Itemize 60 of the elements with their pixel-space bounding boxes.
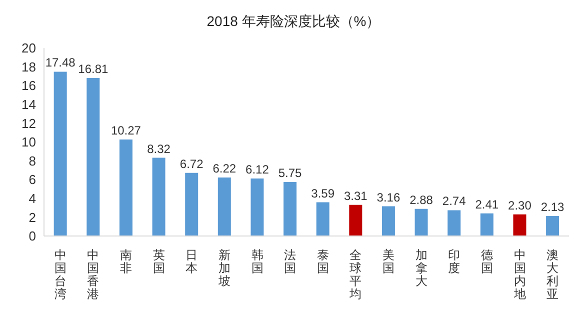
bar <box>349 204 362 236</box>
data-label: 2.30 <box>508 198 532 212</box>
data-label: 6.12 <box>246 162 270 176</box>
y-tick-label: 8 <box>28 153 36 168</box>
bar <box>316 202 330 236</box>
x-tick-label: 中国香港 <box>87 248 100 301</box>
data-label: 6.72 <box>180 156 204 171</box>
y-tick-label: 0 <box>28 228 36 244</box>
x-tick-label: 新加坡 <box>217 248 230 288</box>
x-tick-label: 德国 <box>480 248 493 275</box>
x-tick-label: 泰国 <box>316 248 329 275</box>
bar <box>382 206 395 236</box>
y-tick-label: 6 <box>28 172 36 188</box>
y-tick-label: 16 <box>22 78 36 94</box>
data-label: 2.41 <box>475 197 499 212</box>
bar <box>513 214 526 236</box>
x-tick-label: 加拿大 <box>415 248 428 288</box>
y-tick-label: 10 <box>22 134 36 150</box>
data-label: 6.22 <box>212 162 236 176</box>
x-tick-label: 中国内地 <box>512 248 526 301</box>
bar <box>86 78 100 236</box>
bar <box>152 158 166 236</box>
bar <box>185 172 198 236</box>
data-label: 2.13 <box>540 200 565 214</box>
y-tick-label: 18 <box>22 59 36 74</box>
data-label: 8.32 <box>147 142 171 156</box>
bar <box>546 216 560 236</box>
bar <box>119 139 132 236</box>
bar <box>54 72 67 236</box>
chart-title: 2018 年寿险深度比较（%） <box>206 12 382 31</box>
data-label: 3.31 <box>344 188 368 203</box>
data-label: 5.75 <box>278 166 302 180</box>
data-label: 10.27 <box>110 123 142 138</box>
data-label: 2.88 <box>410 192 434 207</box>
data-label: 17.48 <box>45 56 76 70</box>
x-tick-label: 南非 <box>120 248 132 275</box>
x-tick-label: 全球平均 <box>348 248 362 301</box>
bar <box>284 182 297 236</box>
x-tick-label: 印度 <box>448 248 460 275</box>
data-label: 3.59 <box>311 186 335 200</box>
x-tick-label: 美国 <box>382 248 395 275</box>
bar <box>250 178 264 236</box>
data-label: 16.81 <box>78 62 108 76</box>
x-tick-label: 澳大利亚 <box>546 248 559 301</box>
data-label: 2.74 <box>442 194 466 208</box>
bar <box>480 213 494 236</box>
x-tick-label: 法国 <box>284 248 296 275</box>
y-tick-label: 20 <box>22 40 36 56</box>
y-tick-label: 12 <box>22 116 36 131</box>
y-tick-label: 4 <box>28 191 36 206</box>
bar <box>414 208 428 236</box>
x-tick-label: 中国台湾 <box>54 248 66 301</box>
bar <box>218 178 231 236</box>
x-tick-label: 韩国 <box>251 248 264 275</box>
bar <box>448 210 461 236</box>
x-tick-label: 英国 <box>152 248 165 275</box>
x-tick-label: 日本 <box>186 248 198 275</box>
y-tick-label: 14 <box>22 97 36 112</box>
data-label: 3.16 <box>376 190 400 204</box>
y-tick-label: 2 <box>28 210 36 225</box>
